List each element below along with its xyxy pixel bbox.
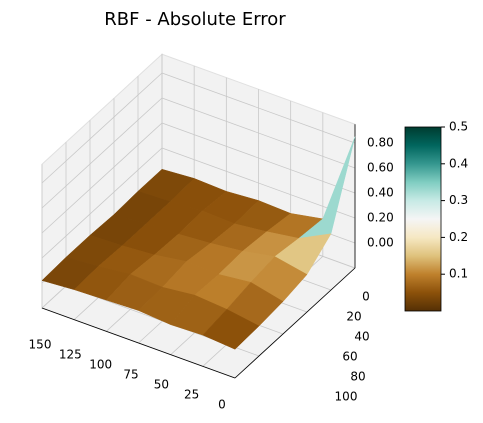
grid-line (161, 122, 356, 194)
z-tick-label: 0.00 (367, 236, 394, 250)
z-tick-label: 0.60 (367, 161, 394, 175)
x-tick-label: 75 (123, 368, 138, 382)
grid-line (41, 72, 163, 184)
z-tick-label: 0.20 (367, 211, 394, 225)
axis-line (41, 307, 236, 379)
z-tick-label: 0.40 (367, 186, 394, 200)
x-tick-label: 100 (89, 358, 112, 372)
y-tick-label: 40 (354, 330, 369, 344)
grid-line (41, 97, 163, 209)
grid-line (161, 97, 356, 169)
colorbar-tick-label: 0.3 (449, 193, 468, 207)
axis-line (234, 267, 356, 379)
colorbar-tick-label: 0.1 (449, 267, 468, 281)
x-tick-label: 50 (154, 378, 169, 392)
z-tick-label: 0.80 (367, 136, 394, 150)
grid-line (41, 122, 163, 234)
grid-line (161, 147, 356, 219)
y-tick-label: 20 (346, 310, 361, 324)
colorbar-tick-label: 0.2 (449, 230, 468, 244)
y-tick-label: 60 (342, 350, 357, 364)
grid-line (41, 147, 163, 259)
colorbar (404, 126, 442, 312)
surface-patch (202, 309, 260, 350)
colorbar-tick-label: 0.4 (449, 156, 468, 170)
y-tick-label: 0 (362, 290, 370, 304)
x-tick-label: 125 (59, 348, 82, 362)
x-tick-label: 150 (29, 338, 52, 352)
x-tick-label: 0 (218, 398, 226, 412)
grid-line (161, 72, 356, 144)
x-tick-label: 25 (184, 388, 199, 402)
y-tick-label: 100 (335, 390, 358, 404)
chart-title: RBF - Absolute Error (104, 9, 286, 30)
y-tick-label: 80 (350, 370, 365, 384)
colorbar-tick-label: 0.5 (449, 120, 468, 134)
